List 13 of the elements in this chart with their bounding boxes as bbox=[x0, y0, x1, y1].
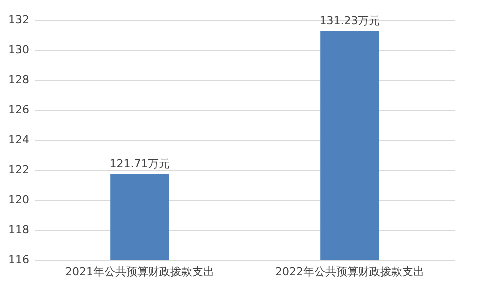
data-label: 121.71万元 bbox=[110, 157, 170, 170]
y-tick-label: 124 bbox=[8, 134, 30, 146]
y-tick-label: 130 bbox=[8, 44, 30, 56]
x-tick-label: 2021年公共预算财政拨款支出 bbox=[66, 266, 214, 278]
y-tick-label: 120 bbox=[8, 194, 30, 206]
y-tick-label: 132 bbox=[8, 14, 30, 26]
y-tick-label: 118 bbox=[8, 224, 30, 236]
x-tick-label: 2022年公共预算财政拨款支出 bbox=[276, 266, 424, 278]
y-tick-label: 116 bbox=[8, 254, 30, 266]
y-tick-label: 122 bbox=[8, 164, 30, 176]
data-label: 131.23万元 bbox=[320, 14, 380, 28]
y-tick-label: 128 bbox=[8, 74, 30, 86]
y-tick-label: 126 bbox=[8, 104, 30, 116]
